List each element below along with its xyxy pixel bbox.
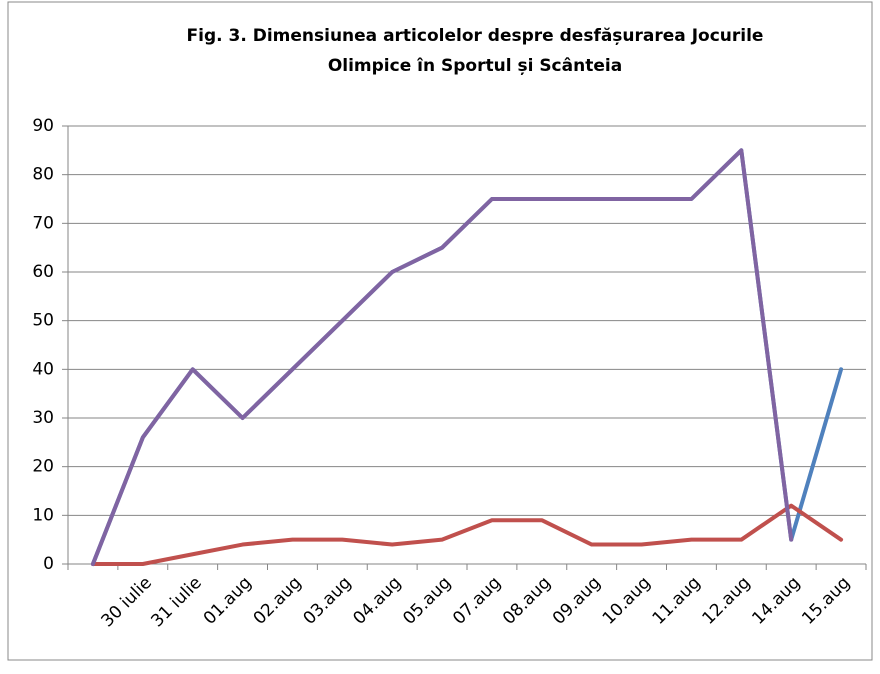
- y-tick-label: 80: [32, 165, 54, 185]
- y-tick-label: 90: [32, 116, 54, 136]
- chart-border: [7, 1, 873, 661]
- chart-title: Fig. 3. Dimensiunea articolelor despre d…: [187, 26, 764, 46]
- y-tick-label: 40: [32, 359, 54, 379]
- y-tick-label: 60: [32, 262, 54, 282]
- y-tick-label: 10: [32, 505, 54, 525]
- y-tick-label: 20: [32, 457, 54, 477]
- y-tick-label: 50: [32, 311, 54, 331]
- y-tick-label: 0: [43, 554, 54, 574]
- y-tick-label: 30: [32, 408, 54, 428]
- series-line: [90, 503, 844, 566]
- series-line: [90, 148, 794, 566]
- y-tick-label: 70: [32, 213, 54, 233]
- chart-title: Olimpice în Sportul și Scânteia: [328, 56, 622, 76]
